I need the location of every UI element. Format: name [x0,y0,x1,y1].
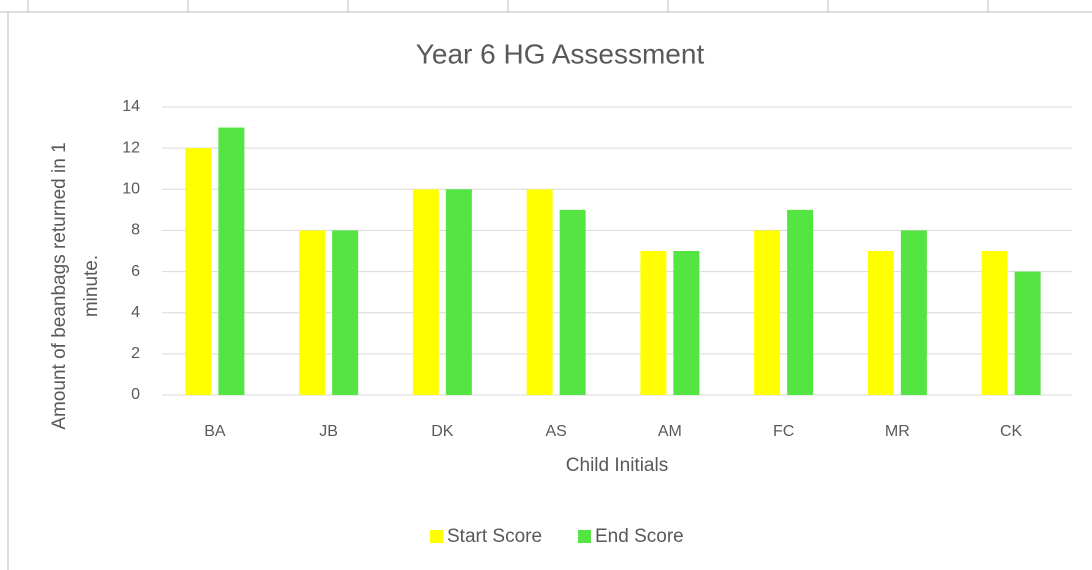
y-axis-label: Amount of beanbags returned in 1 minute. [49,142,102,430]
x-tick-label: FC [773,423,794,440]
bar [867,251,894,395]
x-tick-label: MR [885,423,910,440]
legend-label: End Score [595,526,684,547]
chart-title: Year 6 HG Assessment [416,38,705,69]
bar [640,251,667,395]
bar [185,148,212,395]
y-tick-label: 4 [131,304,140,321]
y-tick-label: 0 [131,386,140,403]
bar [981,251,1008,395]
y-tick-label: 14 [122,98,140,115]
x-tick-label: DK [431,423,454,440]
x-tick-label: JB [319,423,338,440]
x-tick-label: AM [658,423,682,440]
x-tick-label: BA [204,423,226,440]
bar [900,230,927,395]
y-tick-label: 2 [131,345,140,362]
bar [787,209,814,395]
x-tick-label: CK [1000,423,1023,440]
legend-swatch [430,530,443,543]
y-tick-label: 10 [122,181,140,198]
bar [754,230,781,395]
bar [559,209,586,395]
y-tick-label: 8 [131,222,140,239]
y-tick-label: 12 [122,139,140,156]
bar [218,127,245,396]
bar [526,189,553,395]
legend-label: Start Score [447,526,542,547]
bar [332,230,359,395]
x-tick-label: AS [545,423,566,440]
bar [1014,271,1041,395]
bar [445,189,472,395]
legend-swatch [578,530,591,543]
y-tick-label: 6 [131,263,140,280]
bar [299,230,326,395]
bar [412,189,439,395]
x-axis-label: Child Initials [566,455,668,476]
bar [673,251,700,395]
